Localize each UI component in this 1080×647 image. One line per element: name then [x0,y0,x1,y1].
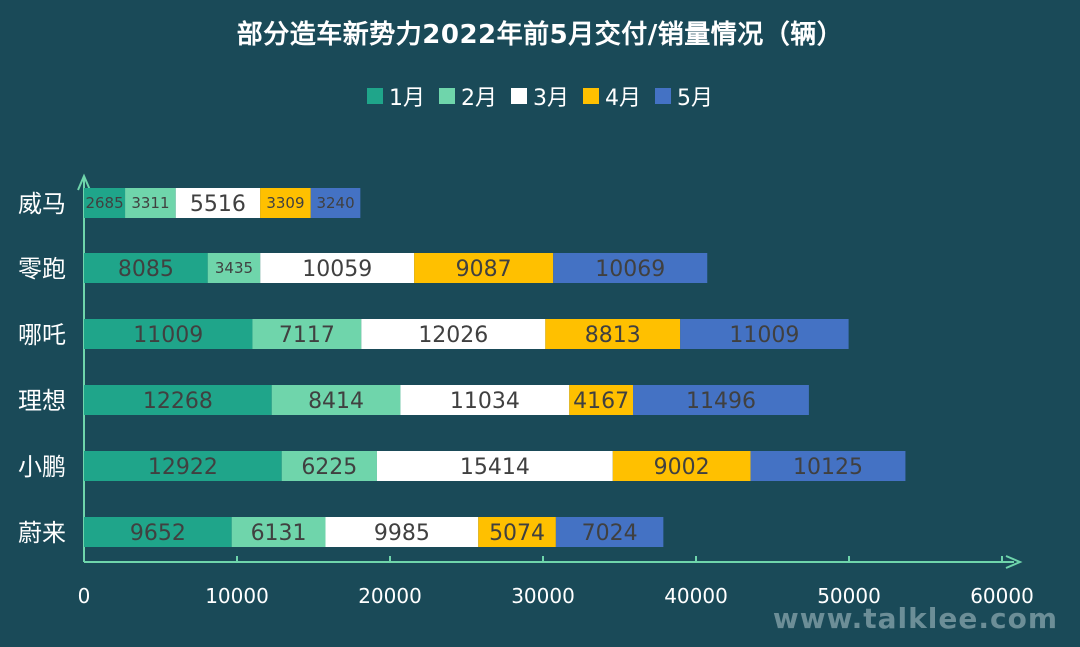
bar-segment [400,385,570,415]
legend-label-4: 4月 [605,86,641,111]
legend-swatch-2 [439,88,455,104]
bar-segment [175,188,261,218]
legend-item-5: 5月 [655,80,713,112]
data-label: 7024 [582,521,638,546]
data-label: 11009 [729,323,799,348]
x-tick-label: 50000 [817,584,881,608]
legend-swatch-5 [655,88,671,104]
bar-segment [545,319,681,349]
category-label: 哪吒 [18,321,66,349]
category-label: 小鹏 [18,453,66,481]
data-label: 4167 [573,389,629,414]
legend-swatch-4 [583,88,599,104]
legend-label-1: 1月 [389,86,425,111]
legend-swatch-3 [511,88,527,104]
bar-segment [260,188,311,218]
data-label: 6131 [251,521,307,546]
data-label: 3240 [316,194,354,212]
bar-segment [310,188,361,218]
bar-segment [281,451,377,481]
bar-segment [612,451,751,481]
data-label: 8085 [118,257,174,282]
x-tick-label: 60000 [970,584,1034,608]
data-label: 8414 [308,389,364,414]
bar-segment [84,517,232,547]
data-label: 5074 [489,521,545,546]
bar-segment [84,385,272,415]
data-label: 8813 [585,323,641,348]
category-label: 零跑 [18,255,66,283]
x-axis-arrow [1005,555,1023,569]
data-label: 12268 [143,389,213,414]
x-tick-label: 10000 [205,584,269,608]
x-tick-label: 20000 [358,584,422,608]
legend-item-2: 2月 [439,80,497,112]
data-label: 11496 [686,389,756,414]
bar-segment [376,451,613,481]
bar-segment [231,517,326,547]
bar-segment [84,319,253,349]
legend-swatch-1 [367,88,383,104]
bar-segment [207,253,261,283]
legend-label-3: 3月 [533,86,569,111]
bar-segment [750,451,906,481]
legend-label-2: 2月 [461,86,497,111]
bar-segment [84,451,282,481]
data-label: 9652 [130,521,186,546]
data-label: 5516 [190,192,246,217]
data-label: 3309 [266,194,304,212]
bar-segment [478,517,556,547]
bar-segment [569,385,634,415]
bar-segment [84,253,208,283]
data-label: 9985 [374,521,430,546]
bar-segment [84,188,126,218]
data-label: 12026 [418,323,488,348]
x-tick-label: 30000 [511,584,575,608]
chart-title: 部分造车新势力2022年前5月交付/销量情况（辆） [236,20,844,50]
category-label: 理想 [18,387,66,415]
data-label: 9087 [456,257,512,282]
legend: 1月 2月 3月 4月 5月 [0,80,1080,112]
bar-segment [555,517,664,547]
bar-segment [680,319,849,349]
bar-segment [361,319,546,349]
data-label: 10125 [793,455,863,480]
legend-item-3: 3月 [511,80,569,112]
bar-segment [325,517,479,547]
y-axis-arrow [77,173,91,191]
data-label: 6225 [301,455,357,480]
bar-segment [553,253,708,283]
data-label: 3435 [215,259,253,277]
data-label: 11009 [133,323,203,348]
data-label: 10059 [302,257,372,282]
bar-segment [633,385,809,415]
legend-item-4: 4月 [583,80,641,112]
category-label: 蔚来 [18,519,66,547]
data-label: 12922 [148,455,218,480]
data-label: 9002 [654,455,710,480]
bar-segment [260,253,415,283]
bar-segment [252,319,362,349]
data-label: 10069 [595,257,665,282]
bar-segment [271,385,401,415]
legend-label-5: 5月 [677,86,713,111]
x-tick-label: 40000 [664,584,728,608]
x-tick-label: 0 [78,584,91,608]
data-label: 11034 [450,389,520,414]
bar-segment [125,188,176,218]
watermark: www.talklee.com [772,602,1058,635]
legend-item-1: 1月 [367,80,425,112]
data-label: 2685 [85,194,123,212]
data-label: 3311 [131,194,169,212]
category-label: 威马 [18,190,66,218]
bar-segment [414,253,554,283]
data-label: 15414 [460,455,530,480]
data-label: 7117 [279,323,335,348]
